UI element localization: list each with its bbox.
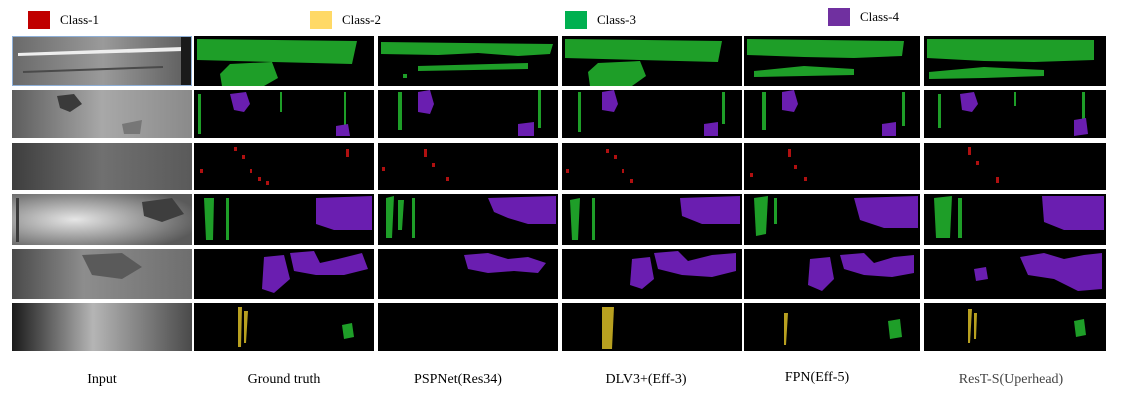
mask-ground-truth-row-6 (194, 303, 374, 351)
legend-swatch-class-1 (28, 11, 50, 29)
mask-fpn-row-3 (744, 143, 920, 190)
mask-rest-row-4 (924, 194, 1106, 245)
column-label-pspnet: PSPNet(Res34) (414, 372, 502, 387)
column-label-dlv3: DLV3+(Eff-3) (605, 372, 687, 387)
mask-rest-row-1 (924, 36, 1106, 86)
mask-rest-row-3 (924, 143, 1106, 190)
column-label-input: Input (87, 372, 117, 387)
legend-swatch-class-4 (828, 8, 850, 26)
mask-fpn-row-4 (744, 194, 920, 245)
input-image-row-5 (12, 249, 192, 299)
legend-label-class-4: Class-4 (860, 9, 899, 24)
input-image-row-3 (12, 143, 192, 190)
legend-class-3: Class-3 (565, 11, 636, 29)
column-label-fpn: FPN(Eff-5) (784, 370, 850, 385)
mask-rest-row-5 (924, 249, 1106, 299)
legend-class-4: Class-4 (828, 8, 899, 26)
mask-dlv3-row-3 (562, 143, 742, 190)
mask-dlv3-row-5 (562, 249, 742, 299)
mask-rest-row-6 (924, 303, 1106, 351)
input-image-row-1 (12, 36, 192, 86)
legend-label-class-2: Class-2 (342, 12, 381, 27)
column-label-ground-truth: Ground truth (247, 372, 321, 387)
mask-ground-truth-row-2 (194, 90, 374, 138)
mask-fpn-row-1 (744, 36, 920, 86)
mask-ground-truth-row-5 (194, 249, 374, 299)
mask-rest-row-2 (924, 90, 1106, 138)
mask-dlv3-row-1 (562, 36, 742, 86)
mask-ground-truth-row-1 (194, 36, 374, 86)
legend-label-class-1: Class-1 (60, 12, 99, 27)
mask-fpn-row-2 (744, 90, 920, 138)
legend-swatch-class-3 (565, 11, 587, 29)
input-image-row-2 (12, 90, 192, 138)
mask-pspnet-row-6 (378, 303, 558, 351)
mask-dlv3-row-2 (562, 90, 742, 138)
mask-ground-truth-row-3 (194, 143, 374, 190)
mask-dlv3-row-4 (562, 194, 742, 245)
mask-dlv3-row-6 (562, 303, 742, 351)
mask-fpn-row-5 (744, 249, 920, 299)
legend-swatch-class-2 (310, 11, 332, 29)
mask-pspnet-row-5 (378, 249, 558, 299)
legend-label-class-3: Class-3 (597, 12, 636, 27)
mask-ground-truth-row-4 (194, 194, 374, 245)
mask-pspnet-row-1 (378, 36, 558, 86)
input-image-row-6 (12, 303, 192, 351)
input-image-row-4 (12, 194, 192, 245)
mask-pspnet-row-3 (378, 143, 558, 190)
column-label-rest: ResT-S(Uperhead) (958, 372, 1064, 387)
mask-pspnet-row-4 (378, 194, 558, 245)
legend-class-2: Class-2 (310, 11, 381, 29)
mask-pspnet-row-2 (378, 90, 558, 138)
mask-fpn-row-6 (744, 303, 920, 351)
legend-class-1: Class-1 (28, 11, 99, 29)
